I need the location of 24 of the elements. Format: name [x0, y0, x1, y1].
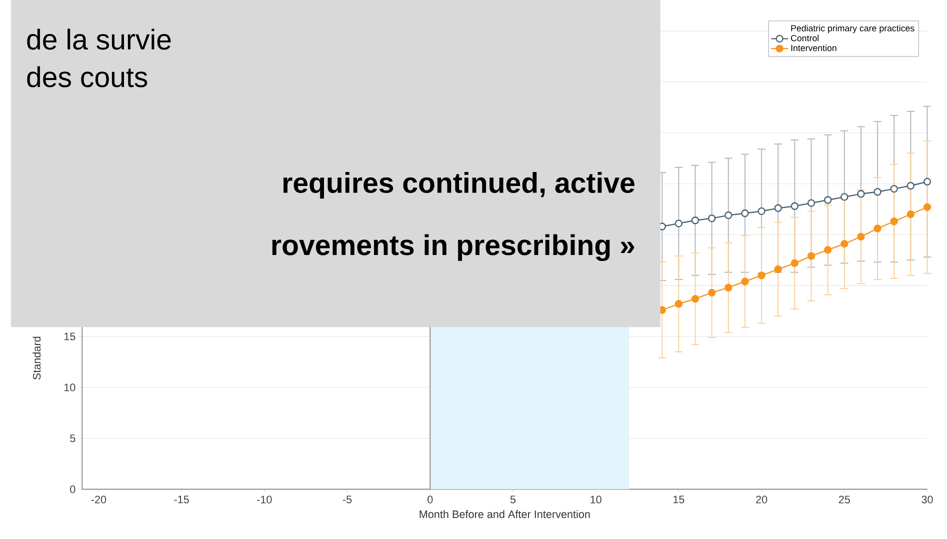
x-tick-label: -5	[342, 496, 352, 504]
annotation: rovements in prescribing »	[272, 234, 634, 262]
x-tick-label: 5	[510, 496, 516, 504]
x-tick-label: 25	[838, 496, 850, 504]
y-tick-label: 0	[70, 486, 76, 494]
annotation: des couts	[27, 66, 148, 88]
annotation: de la survie	[27, 28, 171, 50]
y-tick-label: 15	[64, 332, 76, 340]
y-tick-label: 5	[70, 434, 76, 442]
x-tick-label: 0	[428, 496, 433, 504]
x-tick-label: -20	[91, 496, 106, 504]
x-tick-label: 20	[756, 496, 768, 504]
legend-label: Intervention	[791, 44, 836, 52]
y-axis-title: Standard	[32, 336, 41, 380]
x-tick-label: 15	[673, 496, 684, 504]
x-axis-title: Month Before and After Intervention	[420, 510, 590, 518]
legend-label: Control	[790, 34, 819, 42]
x-tick-label: 10	[590, 496, 602, 504]
y-tick-label: 10	[64, 384, 76, 392]
x-tick-label: -15	[174, 496, 189, 504]
x-tick-label: -10	[257, 496, 272, 504]
annotation: requires continued, active	[283, 172, 634, 199]
x-tick-label: 30	[922, 496, 933, 504]
legend-title: Pediatric primary care practices	[791, 25, 914, 34]
